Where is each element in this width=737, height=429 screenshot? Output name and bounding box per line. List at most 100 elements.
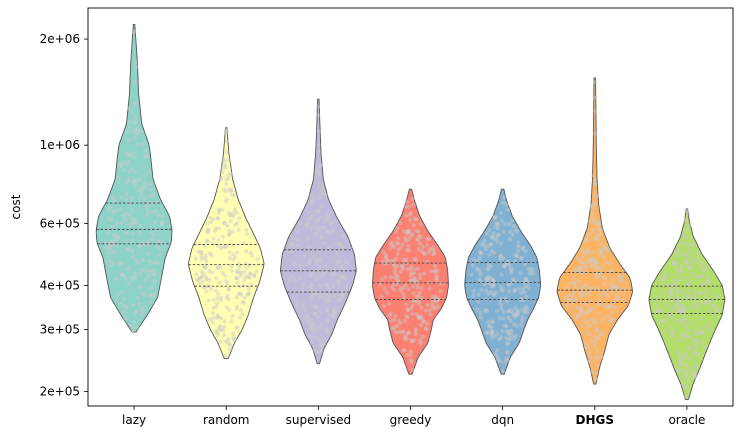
swarm-point	[241, 300, 246, 305]
swarm-point	[488, 276, 494, 281]
swarm-point	[684, 258, 690, 263]
swarm-point	[325, 308, 330, 313]
swarm-point	[678, 360, 683, 366]
swarm-point	[687, 335, 693, 340]
swarm-point	[337, 259, 342, 264]
swarm-point	[242, 269, 247, 275]
swarm-point	[491, 283, 496, 288]
swarm-point	[591, 219, 597, 224]
swarm-point	[304, 222, 309, 227]
swarm-point	[381, 250, 386, 255]
swarm-point	[151, 193, 156, 198]
swarm-point	[589, 369, 594, 374]
swarm-point	[211, 241, 216, 246]
swarm-point	[112, 249, 117, 254]
swarm-point	[519, 290, 524, 296]
swarm-point	[594, 261, 599, 266]
swarm-point	[584, 310, 589, 316]
swarm-point	[487, 323, 493, 328]
swarm-point	[583, 317, 588, 322]
swarm-point	[130, 238, 135, 243]
swarm-point	[391, 244, 396, 249]
swarm-point	[486, 291, 491, 296]
swarm-point	[685, 281, 690, 286]
swarm-point	[682, 333, 687, 338]
swarm-point	[221, 244, 226, 249]
swarm-point	[148, 292, 153, 297]
swarm-point	[593, 371, 598, 376]
swarm-point	[242, 277, 247, 282]
swarm-point	[308, 257, 313, 262]
swarm-point	[235, 276, 240, 281]
swarm-point	[513, 314, 518, 319]
swarm-point	[420, 318, 426, 323]
swarm-point	[407, 248, 412, 253]
swarm-point	[484, 276, 489, 281]
swarm-point	[495, 348, 500, 353]
swarm-point	[572, 275, 577, 280]
swarm-point	[494, 238, 499, 243]
swarm-point	[405, 315, 410, 320]
swarm-point	[221, 158, 226, 163]
swarm-point	[507, 289, 512, 294]
swarm-point	[522, 262, 527, 267]
swarm-point	[596, 302, 602, 307]
swarm-point	[323, 282, 328, 287]
swarm-point	[134, 309, 139, 314]
swarm-point	[672, 307, 677, 312]
swarm-point	[244, 227, 249, 232]
swarm-point	[157, 246, 162, 251]
swarm-point	[396, 247, 401, 252]
swarm-point	[509, 218, 515, 223]
swarm-point	[495, 331, 500, 336]
swarm-point	[583, 341, 589, 346]
swarm-point	[317, 256, 323, 261]
swarm-point	[573, 296, 578, 301]
swarm-point	[392, 287, 397, 293]
swarm-point	[239, 292, 244, 297]
swarm-point	[214, 301, 219, 306]
swarm-point	[596, 336, 602, 341]
swarm-point	[502, 360, 507, 365]
swarm-point	[661, 319, 666, 324]
swarm-point	[606, 287, 611, 292]
swarm-point	[578, 310, 584, 315]
swarm-point	[409, 264, 414, 269]
swarm-point	[491, 280, 496, 285]
swarm-point	[682, 297, 688, 303]
swarm-point	[675, 300, 681, 305]
swarm-point	[476, 299, 481, 304]
swarm-point	[505, 357, 510, 363]
swarm-point	[415, 285, 420, 290]
swarm-point	[309, 322, 314, 327]
swarm-point	[519, 256, 524, 261]
swarm-point	[129, 110, 135, 115]
swarm-point	[591, 229, 596, 234]
swarm-point	[598, 227, 603, 232]
swarm-point	[126, 177, 131, 182]
swarm-point	[683, 218, 688, 223]
swarm-point	[224, 197, 230, 202]
swarm-point	[122, 309, 127, 314]
swarm-point	[396, 236, 401, 241]
swarm-point	[410, 278, 415, 283]
swarm-point	[708, 320, 713, 325]
swarm-point	[224, 295, 229, 300]
swarm-point	[215, 313, 220, 318]
swarm-point	[403, 236, 408, 241]
swarm-point	[204, 238, 209, 243]
swarm-point	[484, 231, 489, 237]
swarm-point	[335, 251, 340, 256]
swarm-point	[317, 309, 323, 314]
swarm-point	[675, 279, 680, 284]
swarm-point	[123, 239, 128, 244]
swarm-point	[151, 279, 156, 284]
swarm-point	[136, 260, 141, 265]
swarm-point	[681, 241, 686, 246]
swarm-point	[530, 266, 535, 272]
swarm-point	[295, 303, 300, 308]
swarm-point	[436, 297, 441, 302]
swarm-point	[130, 231, 135, 236]
swarm-point	[340, 294, 345, 299]
swarm-point	[514, 312, 519, 317]
